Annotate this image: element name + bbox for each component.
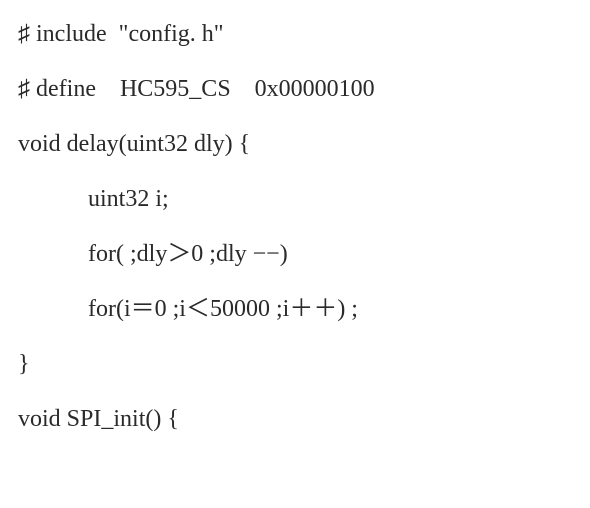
code-snippet: ♯ include "config. h" ♯ define HC595_CS … xyxy=(0,0,590,431)
code-line: } xyxy=(18,352,572,376)
code-line: for( ;dly＞0 ;dly −−) xyxy=(18,242,572,266)
code-line: for(i＝0 ;i＜50000 ;i＋＋) ; xyxy=(18,297,572,321)
code-line: void SPI_init() { xyxy=(18,407,572,431)
code-line: void delay(uint32 dly) { xyxy=(18,132,572,156)
code-line: uint32 i; xyxy=(18,187,572,211)
code-line: ♯ define HC595_CS 0x00000100 xyxy=(18,77,572,101)
code-line: ♯ include "config. h" xyxy=(18,22,572,46)
